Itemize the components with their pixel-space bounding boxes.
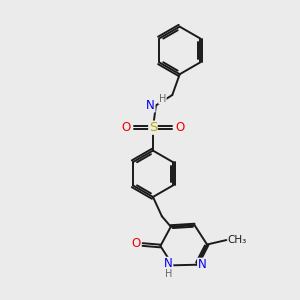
Text: H: H	[165, 268, 172, 279]
Text: O: O	[131, 237, 141, 250]
Text: N: N	[146, 99, 155, 112]
Text: H: H	[159, 94, 166, 104]
Text: CH₃: CH₃	[228, 235, 247, 245]
Text: S: S	[149, 121, 157, 134]
Text: O: O	[122, 121, 131, 134]
Text: N: N	[198, 258, 206, 271]
Text: N: N	[164, 257, 173, 270]
Text: O: O	[175, 121, 184, 134]
